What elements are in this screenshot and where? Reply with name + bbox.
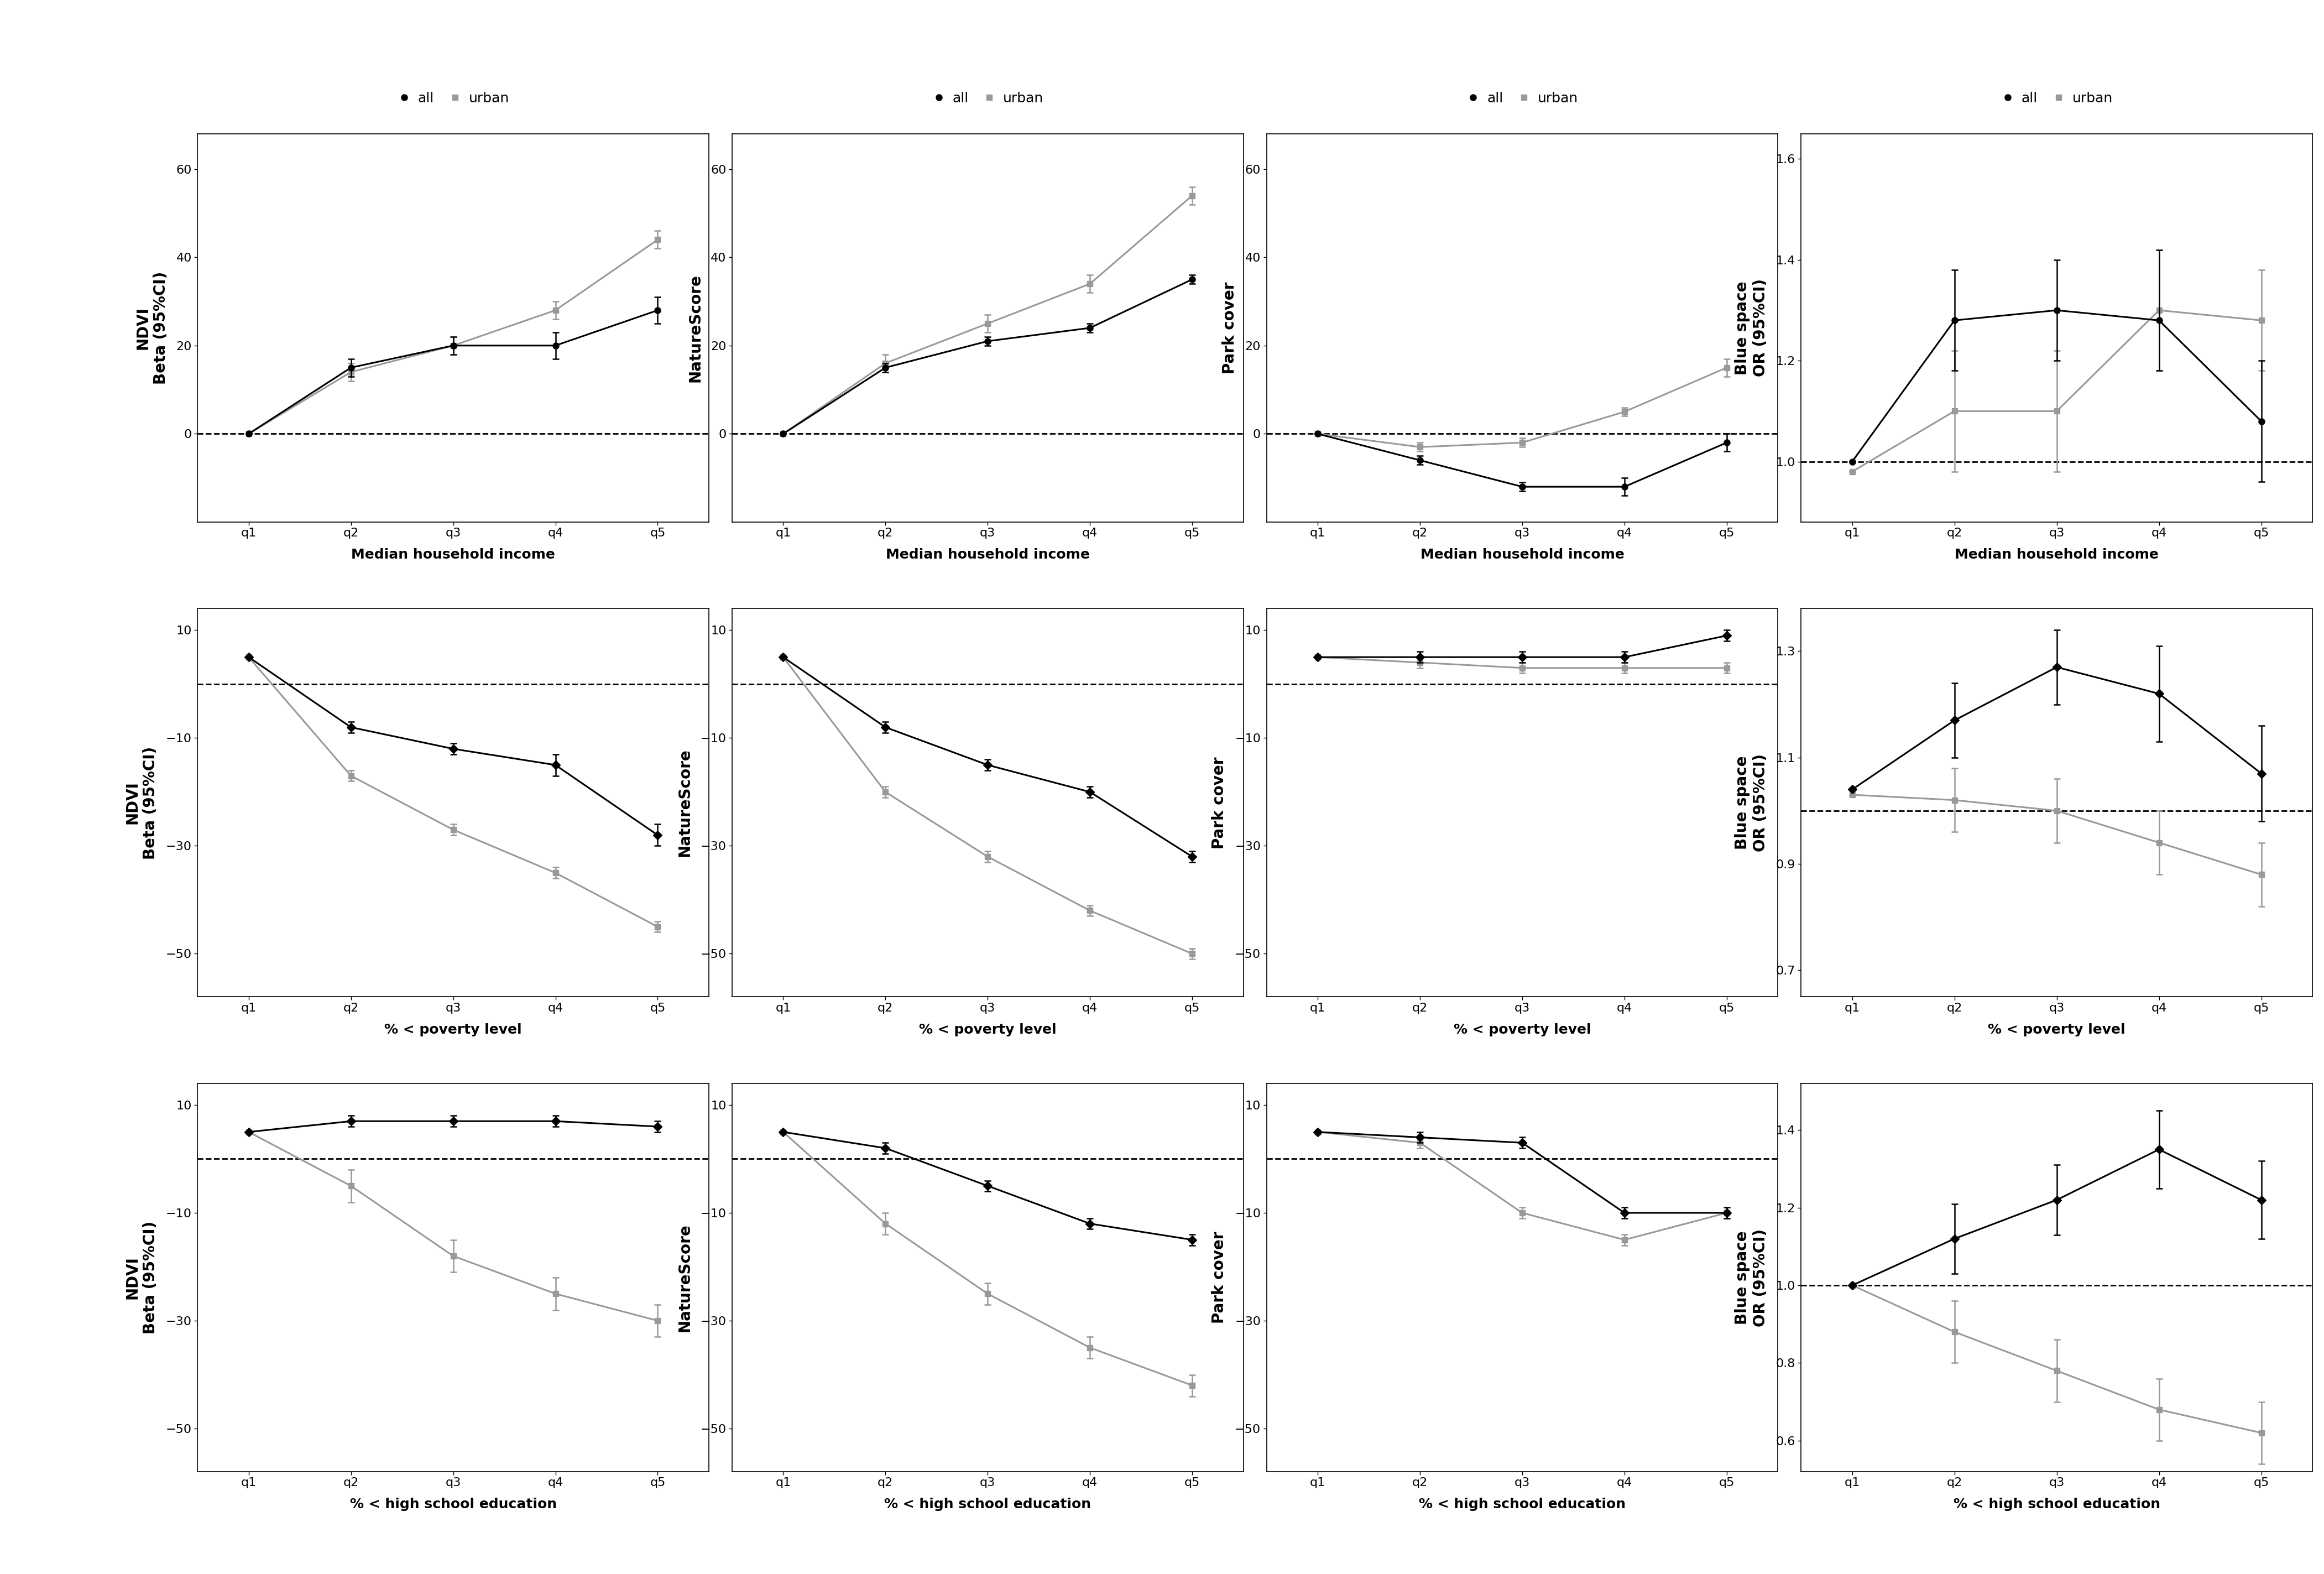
X-axis label: Median household income: Median household income: [1420, 548, 1624, 562]
X-axis label: Median household income: Median household income: [351, 548, 555, 562]
X-axis label: % < poverty level: % < poverty level: [918, 1023, 1057, 1036]
Y-axis label: Park cover: Park cover: [1222, 282, 1236, 375]
X-axis label: % < high school education: % < high school education: [1952, 1498, 2161, 1511]
Y-axis label: Blue space
OR (95%CI): Blue space OR (95%CI): [1734, 1229, 1769, 1327]
X-axis label: % < high school education: % < high school education: [883, 1498, 1092, 1511]
X-axis label: % < high school education: % < high school education: [349, 1498, 558, 1511]
X-axis label: % < high school education: % < high school education: [1418, 1498, 1627, 1511]
Y-axis label: Park cover: Park cover: [1211, 757, 1227, 848]
Y-axis label: NDVI
Beta (95%CI): NDVI Beta (95%CI): [125, 1221, 158, 1335]
Y-axis label: NatureScore: NatureScore: [676, 749, 693, 856]
Legend: all, urban: all, urban: [397, 91, 509, 105]
Y-axis label: Park cover: Park cover: [1211, 1231, 1227, 1324]
Y-axis label: NDVI
Beta (95%CI): NDVI Beta (95%CI): [125, 746, 158, 859]
X-axis label: Median household income: Median household income: [1954, 548, 2159, 562]
Legend: all, urban: all, urban: [2001, 91, 2113, 105]
Y-axis label: NDVI
Beta (95%CI): NDVI Beta (95%CI): [135, 271, 167, 384]
Legend: all, urban: all, urban: [932, 91, 1043, 105]
X-axis label: % < poverty level: % < poverty level: [1987, 1023, 2126, 1036]
X-axis label: % < poverty level: % < poverty level: [1452, 1023, 1592, 1036]
Y-axis label: Blue space
OR (95%CI): Blue space OR (95%CI): [1734, 279, 1769, 376]
Y-axis label: NatureScore: NatureScore: [676, 1223, 693, 1332]
X-axis label: Median household income: Median household income: [885, 548, 1090, 562]
Legend: all, urban: all, urban: [1466, 91, 1578, 105]
Y-axis label: Blue space
OR (95%CI): Blue space OR (95%CI): [1734, 754, 1769, 852]
Y-axis label: NatureScore: NatureScore: [688, 274, 702, 382]
X-axis label: % < poverty level: % < poverty level: [383, 1023, 523, 1036]
